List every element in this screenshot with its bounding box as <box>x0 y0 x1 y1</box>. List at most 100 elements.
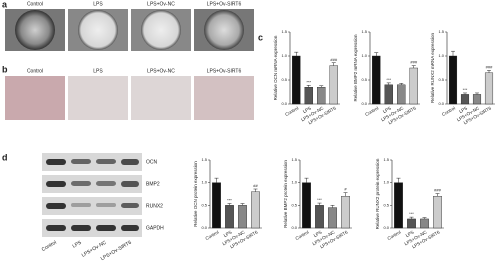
bar <box>341 196 350 229</box>
bar <box>212 182 221 229</box>
protein-label: OCN <box>146 159 158 165</box>
band <box>96 159 116 164</box>
group-label: LPS <box>71 239 83 249</box>
significance: *** <box>409 211 414 216</box>
y-tick-label: 0.0 <box>438 101 444 106</box>
bar <box>372 55 381 105</box>
significance: ## <box>253 183 258 188</box>
group-label: Control <box>27 1 43 7</box>
well <box>141 10 181 50</box>
band <box>46 225 66 231</box>
y-tick-label: 0.5 <box>383 202 389 207</box>
band <box>71 225 91 231</box>
significance: *** <box>317 197 322 202</box>
stain-image <box>68 76 128 120</box>
blot-strip <box>42 175 142 193</box>
stain-image <box>5 76 65 120</box>
band <box>46 203 66 209</box>
y-tick-label: 0.5 <box>201 202 207 207</box>
y-tick-label: 0.5 <box>361 77 367 82</box>
bar <box>315 205 324 229</box>
bar <box>460 94 470 105</box>
bar <box>384 84 393 105</box>
panel-label: c <box>258 32 263 42</box>
bar <box>409 67 418 105</box>
y-tick-label: 1.0 <box>291 180 297 185</box>
bar <box>251 191 260 229</box>
bar <box>433 196 442 229</box>
panel-a-images <box>5 9 254 51</box>
bar <box>448 55 458 105</box>
bar <box>397 84 406 105</box>
band <box>121 203 139 208</box>
significance: *** <box>227 198 232 203</box>
western-blot <box>42 153 142 237</box>
significance: ### <box>330 57 337 62</box>
protein-label: RUNX2 <box>146 203 163 209</box>
y-tick-label: 0.5 <box>291 202 297 207</box>
y-axis-label: Relative BMP2 mRNA expression <box>353 34 358 102</box>
bar <box>328 207 337 229</box>
x-tick-label: Control <box>295 230 310 242</box>
group-label: LPS+Ov-NC <box>147 1 175 7</box>
bar <box>238 205 247 229</box>
band <box>71 203 91 207</box>
x-tick-label: Control <box>441 106 456 118</box>
x-tick-label: Control <box>364 106 379 118</box>
x-tick-label: LPS <box>313 230 323 239</box>
y-tick-label: 1.0 <box>438 53 444 58</box>
bar <box>304 86 313 105</box>
band <box>96 181 116 186</box>
group-label: Control <box>27 68 43 74</box>
x-tick-label: LPS <box>458 106 468 115</box>
y-axis-label: Relative BMP2 protein expression <box>283 160 288 228</box>
group-label: LPS <box>93 68 103 74</box>
bar <box>317 86 326 105</box>
group-label: LPS+Ov-SIRT6 <box>207 1 242 7</box>
x-tick-label: LPS <box>405 230 415 239</box>
group-label: Control <box>41 240 58 253</box>
band <box>46 159 66 165</box>
y-axis-label: Relative OCN protein expression <box>193 161 198 227</box>
y-axis-label: Relative RUNX2 mRNA expression <box>430 32 435 103</box>
panel-label: b <box>2 64 8 74</box>
bar <box>484 72 494 105</box>
x-tick-label: Control <box>387 230 402 242</box>
band <box>71 159 91 164</box>
y-tick-label: 1.0 <box>383 180 389 185</box>
y-tick-label: 1.5 <box>281 29 287 34</box>
y-axis-label: Relative OCN mRNA expression <box>273 35 278 100</box>
well <box>78 10 118 50</box>
bar <box>472 94 482 105</box>
bar <box>407 218 416 229</box>
band <box>121 225 139 231</box>
y-tick-label: 0.0 <box>281 101 287 106</box>
x-tick-label: LPS <box>302 106 312 115</box>
y-tick-label: 1.0 <box>281 53 287 58</box>
x-tick-label: Control <box>284 106 299 118</box>
stain-image <box>131 76 191 120</box>
significance: *** <box>463 87 468 92</box>
x-tick-label: LPS <box>223 230 233 239</box>
significance: ### <box>434 188 441 193</box>
blot-strip <box>42 197 142 215</box>
band <box>71 181 91 186</box>
bar <box>302 182 311 229</box>
bar <box>292 55 301 105</box>
panel-label: d <box>2 152 8 162</box>
y-tick-label: 1.0 <box>201 180 207 185</box>
band <box>121 159 139 165</box>
significance: *** <box>386 77 391 82</box>
stain-image <box>194 76 254 120</box>
well <box>204 10 244 50</box>
group-label: LPS+Ov-NC <box>147 68 175 74</box>
panel-label: a <box>2 0 8 9</box>
protein-label: GAPDH <box>146 225 164 231</box>
y-tick-label: 0.0 <box>361 101 367 106</box>
blot-strip <box>42 219 142 237</box>
bar <box>394 182 403 229</box>
x-tick-label: LPS <box>382 106 392 115</box>
band <box>121 181 139 187</box>
bar <box>225 205 234 229</box>
